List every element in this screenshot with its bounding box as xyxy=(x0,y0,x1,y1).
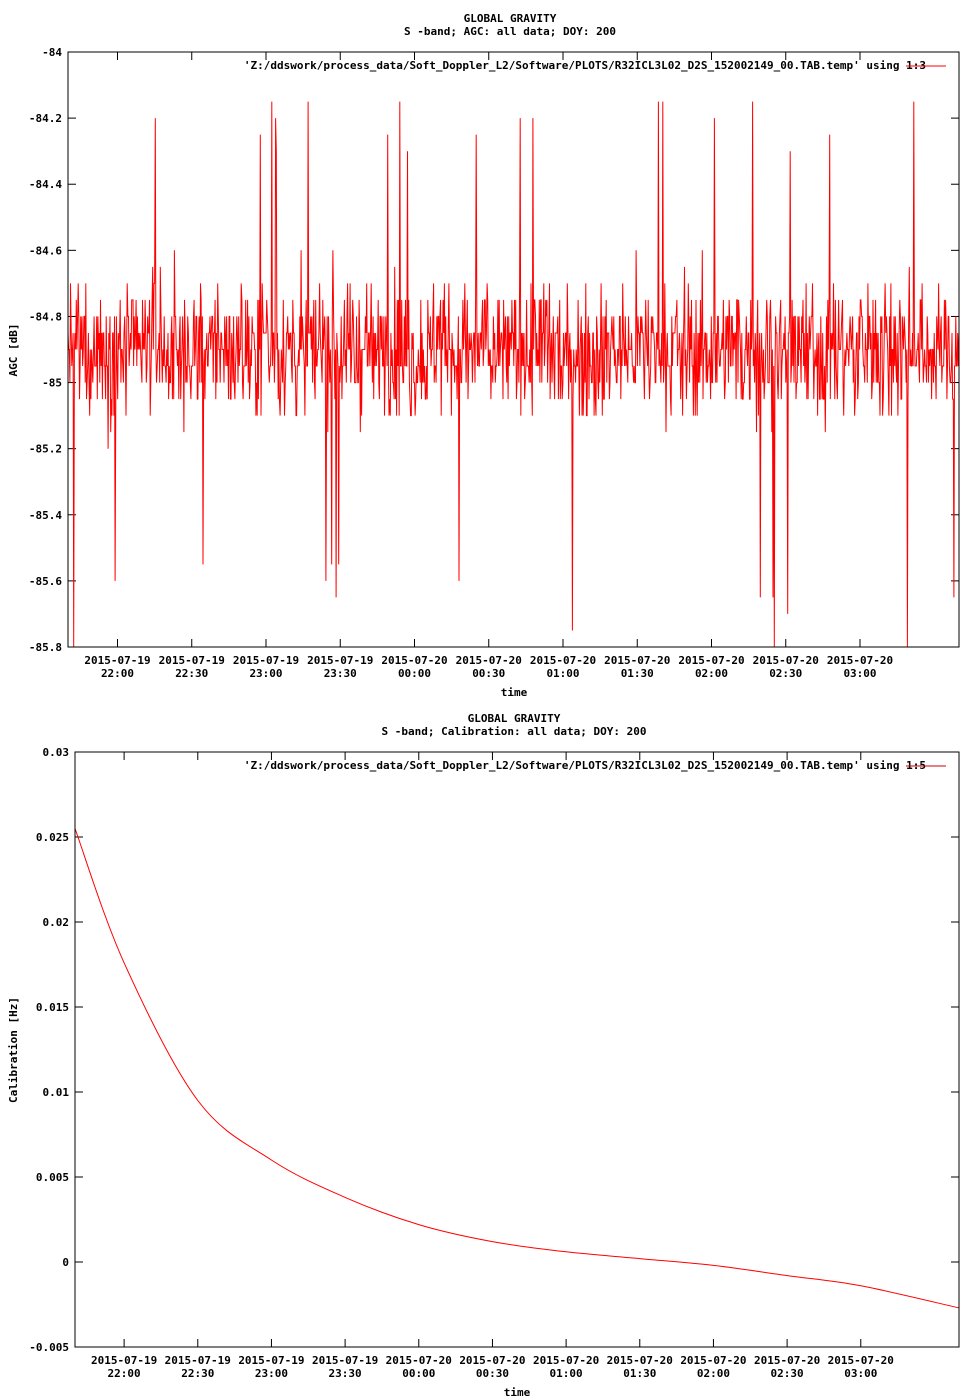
x-tick-label-time: 23:30 xyxy=(329,1367,362,1380)
x-tick-label-date: 2015-07-19 xyxy=(233,654,299,667)
y-tick-label: -84 xyxy=(42,46,62,59)
y-tick-label: -85.2 xyxy=(29,443,62,456)
x-tick-label-date: 2015-07-19 xyxy=(91,1354,157,1367)
y-tick-label: -85.4 xyxy=(29,509,62,522)
chart-agc-x-ticks: 2015-07-1922:002015-07-1922:302015-07-19… xyxy=(84,52,893,680)
x-tick-label-date: 2015-07-20 xyxy=(607,1354,673,1367)
y-tick-label: 0 xyxy=(62,1256,69,1269)
x-tick-label-time: 02:00 xyxy=(697,1367,730,1380)
x-tick-label-date: 2015-07-20 xyxy=(386,1354,452,1367)
x-tick-label-date: 2015-07-19 xyxy=(312,1354,378,1367)
chart-calibration-legend-label: 'Z:/ddswork/process_data/Soft_Doppler_L2… xyxy=(244,759,926,772)
chart-calibration-subtitle: S -band; Calibration: all data; DOY: 200 xyxy=(382,725,647,738)
x-tick-label-time: 00:00 xyxy=(398,667,431,680)
y-tick-label: 0.015 xyxy=(36,1001,69,1014)
y-tick-label: -84.6 xyxy=(29,244,62,257)
chart-calibration: GLOBAL GRAVITY S -band; Calibration: all… xyxy=(7,712,960,1399)
chart-calibration-title: GLOBAL GRAVITY xyxy=(468,712,561,725)
x-tick-label-date: 2015-07-20 xyxy=(459,1354,525,1367)
x-tick-label-time: 22:00 xyxy=(108,1367,141,1380)
x-tick-label-time: 00:30 xyxy=(476,1367,509,1380)
x-tick-label-time: 01:00 xyxy=(550,1367,583,1380)
x-tick-label-date: 2015-07-20 xyxy=(827,654,893,667)
x-tick-label-time: 01:30 xyxy=(623,1367,656,1380)
chart-agc-series-line xyxy=(67,101,960,648)
chart-calibration-ylabel: Calibration [Hz] xyxy=(7,997,20,1103)
x-tick-label-date: 2015-07-20 xyxy=(680,1354,746,1367)
x-tick-label-time: 00:30 xyxy=(472,667,505,680)
x-tick-label-date: 2015-07-19 xyxy=(165,1354,231,1367)
x-tick-label-time: 01:30 xyxy=(621,667,654,680)
y-tick-label: -84.8 xyxy=(29,310,62,323)
chart-agc-legend-label: 'Z:/ddswork/process_data/Soft_Doppler_L2… xyxy=(244,59,926,72)
chart-agc-xlabel: time xyxy=(501,686,528,699)
chart-agc-subtitle: S -band; AGC: all data; DOY: 200 xyxy=(404,25,616,38)
x-tick-label-time: 02:30 xyxy=(769,667,802,680)
x-tick-label-date: 2015-07-20 xyxy=(753,654,819,667)
x-tick-label-date: 2015-07-19 xyxy=(238,1354,304,1367)
y-tick-label: -85.6 xyxy=(29,575,62,588)
chart-calibration-series-line xyxy=(74,828,960,1309)
x-tick-label-time: 03:00 xyxy=(843,667,876,680)
x-tick-label-time: 03:00 xyxy=(844,1367,877,1380)
y-tick-label: -85.8 xyxy=(29,641,62,654)
y-tick-label: -84.4 xyxy=(29,178,62,191)
x-tick-label-date: 2015-07-20 xyxy=(381,654,447,667)
x-tick-label-time: 23:00 xyxy=(249,667,282,680)
x-tick-label-time: 22:30 xyxy=(181,1367,214,1380)
y-tick-label: -84.2 xyxy=(29,112,62,125)
x-tick-label-time: 02:00 xyxy=(695,667,728,680)
x-tick-label-date: 2015-07-20 xyxy=(678,654,744,667)
x-tick-label-time: 23:30 xyxy=(324,667,357,680)
x-tick-label-time: 00:00 xyxy=(402,1367,435,1380)
x-tick-label-date: 2015-07-19 xyxy=(307,654,373,667)
chart-agc-title: GLOBAL GRAVITY xyxy=(464,12,557,25)
x-tick-label-time: 23:00 xyxy=(255,1367,288,1380)
y-tick-label: 0.01 xyxy=(43,1086,70,1099)
y-tick-label: 0.02 xyxy=(43,916,70,929)
chart-agc-plot-frame xyxy=(67,51,960,648)
x-tick-label-time: 22:00 xyxy=(101,667,134,680)
x-tick-label-date: 2015-07-19 xyxy=(159,654,225,667)
chart-agc: GLOBAL GRAVITY S -band; AGC: all data; D… xyxy=(7,12,960,699)
y-tick-label: -0.005 xyxy=(29,1341,69,1354)
x-tick-label-date: 2015-07-20 xyxy=(754,1354,820,1367)
y-tick-label: 0.005 xyxy=(36,1171,69,1184)
chart-calibration-y-ticks: 0.03 0.025 0.02 0.015 0.01 0.005 0 -0.005 xyxy=(29,746,959,1354)
x-tick-label-date: 2015-07-20 xyxy=(533,1354,599,1367)
x-tick-label-date: 2015-07-19 xyxy=(84,654,150,667)
x-tick-label-date: 2015-07-20 xyxy=(530,654,596,667)
chart-calibration-plot-frame xyxy=(74,751,960,1348)
x-tick-label-date: 2015-07-20 xyxy=(828,1354,894,1367)
y-tick-label: 0.025 xyxy=(36,831,69,844)
chart-calibration-xlabel: time xyxy=(504,1386,531,1399)
x-tick-label-time: 01:00 xyxy=(546,667,579,680)
x-tick-label-time: 02:30 xyxy=(771,1367,804,1380)
chart-agc-ylabel: AGC [dB] xyxy=(7,324,20,377)
x-tick-label-time: 22:30 xyxy=(175,667,208,680)
x-tick-label-date: 2015-07-20 xyxy=(456,654,522,667)
chart-calibration-x-ticks: 2015-07-1922:002015-07-1922:302015-07-19… xyxy=(91,752,894,1380)
y-tick-label: -85 xyxy=(42,377,62,390)
x-tick-label-date: 2015-07-20 xyxy=(604,654,670,667)
y-tick-label: 0.03 xyxy=(43,746,70,759)
